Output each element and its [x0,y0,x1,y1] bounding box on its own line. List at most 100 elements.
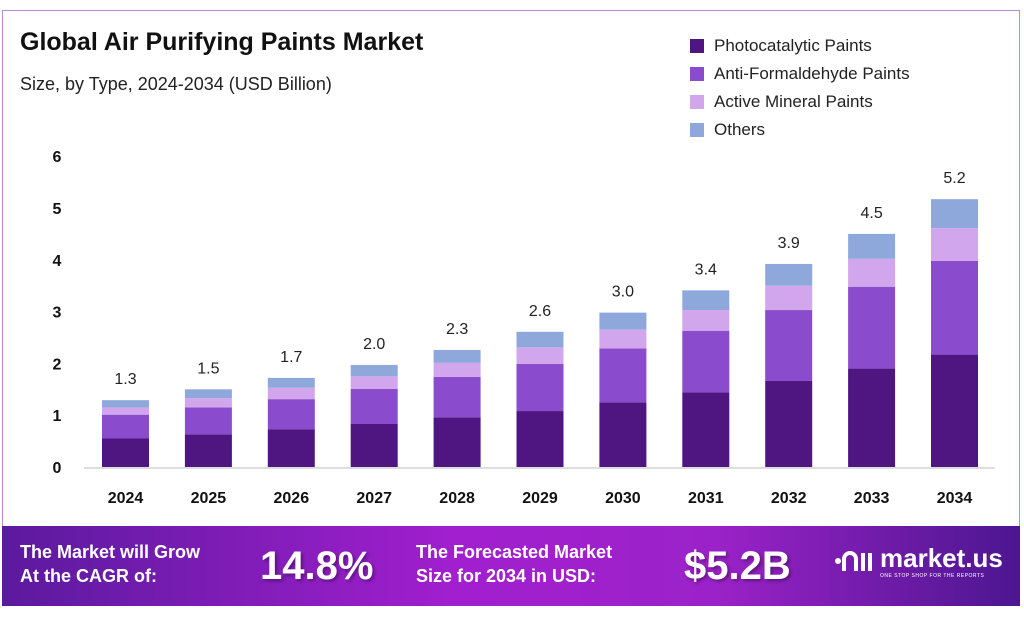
bar-segment [765,381,813,467]
bar-segment [350,364,398,377]
bar-segment [682,330,730,393]
bar-total-label: 1.5 [197,360,219,377]
bar-segment [599,329,647,349]
bar-total-label: 3.9 [778,235,800,252]
legend-swatch [690,39,704,53]
bar-segment [848,286,896,369]
bar-segment [102,414,149,439]
legend-swatch [690,95,704,109]
bar-segment [433,362,481,377]
x-tick-label: 2034 [937,490,973,507]
bar-segment [599,402,647,467]
x-tick-label: 2033 [854,490,890,507]
bar-total-label: 2.3 [446,321,468,338]
x-tick-label: 2029 [522,490,558,507]
forecast-label: The Forecasted Market Size for 2034 in U… [416,540,612,588]
bar-segment [848,258,896,287]
x-tick-label: 2025 [191,490,227,507]
bar-segment [350,388,398,425]
legend-swatch [690,123,704,137]
bar-total-label: 2.0 [363,336,385,353]
bar-segment [765,263,813,286]
bar-segment [848,233,896,259]
y-tick-label: 5 [53,201,62,218]
bar-total-label: 3.0 [612,284,634,301]
bar-total-label: 3.4 [695,261,717,278]
y-tick-label: 1 [53,408,62,425]
bar-segment [516,363,564,412]
y-tick-label: 4 [53,253,62,270]
legend-swatch [690,67,704,81]
bar-segment [516,411,564,467]
bar-segment [184,407,232,435]
bar-segment [931,199,978,229]
chart-subtitle: Size, by Type, 2024-2034 (USD Billion) [20,74,332,94]
bar-total-label: 5.2 [943,170,965,187]
legend: Photocatalytic Paints Anti-Formaldehyde P… [690,32,910,144]
bar-segment [931,354,978,467]
bar-segment [350,424,398,467]
bar-segment [682,310,730,331]
bar-segment [267,387,315,400]
market-us-logo: market.us ONE STOP SHOP FOR THE REPORTS [834,544,1003,580]
forecast-value: $5.2B [684,544,791,588]
logo-name: market.us [880,543,1003,573]
cagr-value: 14.8% [260,544,374,588]
cagr-label-line1: The Market will Grow [20,542,201,562]
bar-segment [433,349,481,363]
cagr-label: The Market will Grow At the CAGR of: [20,540,200,588]
y-tick-label: 2 [53,356,62,373]
bar-segment [267,377,315,388]
bar-segment [516,347,564,364]
bar-segment [516,331,564,348]
bar-segment [433,417,481,467]
bar-segment [102,407,149,415]
footer-banner: The Market will Grow At the CAGR of: 14.… [2,526,1020,606]
bar-total-label: 1.3 [114,371,136,388]
logo-mark-icon [835,551,872,571]
x-tick-label: 2030 [605,490,641,507]
legend-label: Photocatalytic Paints [714,36,872,55]
bar-segment [350,376,398,389]
legend-item: Photocatalytic Paints [690,32,910,60]
y-tick-label: 0 [53,460,62,477]
bar-segment [931,228,978,261]
bar-segment [599,348,647,403]
bar-segment [848,368,896,467]
y-tick-label: 6 [53,149,62,166]
legend-item: Others [690,116,910,144]
x-tick-label: 2028 [439,490,475,507]
bar-segment [765,285,813,311]
x-tick-label: 2026 [274,490,310,507]
bar-total-label: 2.6 [529,303,551,320]
bar-total-label: 1.7 [280,349,302,366]
legend-label: Others [714,120,766,139]
x-tick-label: 2027 [356,490,392,507]
logo-tagline: ONE STOP SHOP FOR THE REPORTS [880,573,985,579]
legend-item: Anti-Formaldehyde Paints [690,60,910,88]
bar-segment [267,429,315,467]
bar-total-label: 4.5 [860,205,882,222]
bar-segment [931,260,978,355]
bar-segment [267,399,315,430]
legend-label: Active Mineral Paints [714,92,873,111]
bar-segment [599,312,647,330]
legend-item: Active Mineral Paints [690,88,910,116]
x-tick-label: 2024 [108,490,144,507]
bar-segment [184,389,232,399]
forecast-label-line1: The Forecasted Market [416,542,613,562]
x-tick-label: 2032 [771,490,807,507]
x-tick-label: 2031 [688,490,724,507]
forecast-label-line2: Size for 2034 in USD: [416,566,597,586]
bar-segment [682,290,730,311]
bar-segment [102,438,149,467]
bar-segment [765,310,813,382]
bar-segment [184,434,232,467]
bar-segment [184,398,232,408]
chart-title: Global Air Purifying Paints Market [20,28,424,56]
bar-segment [102,400,149,408]
bar-segment [433,376,481,418]
bar-segment [682,392,730,467]
legend-label: Anti-Formaldehyde Paints [714,64,910,83]
